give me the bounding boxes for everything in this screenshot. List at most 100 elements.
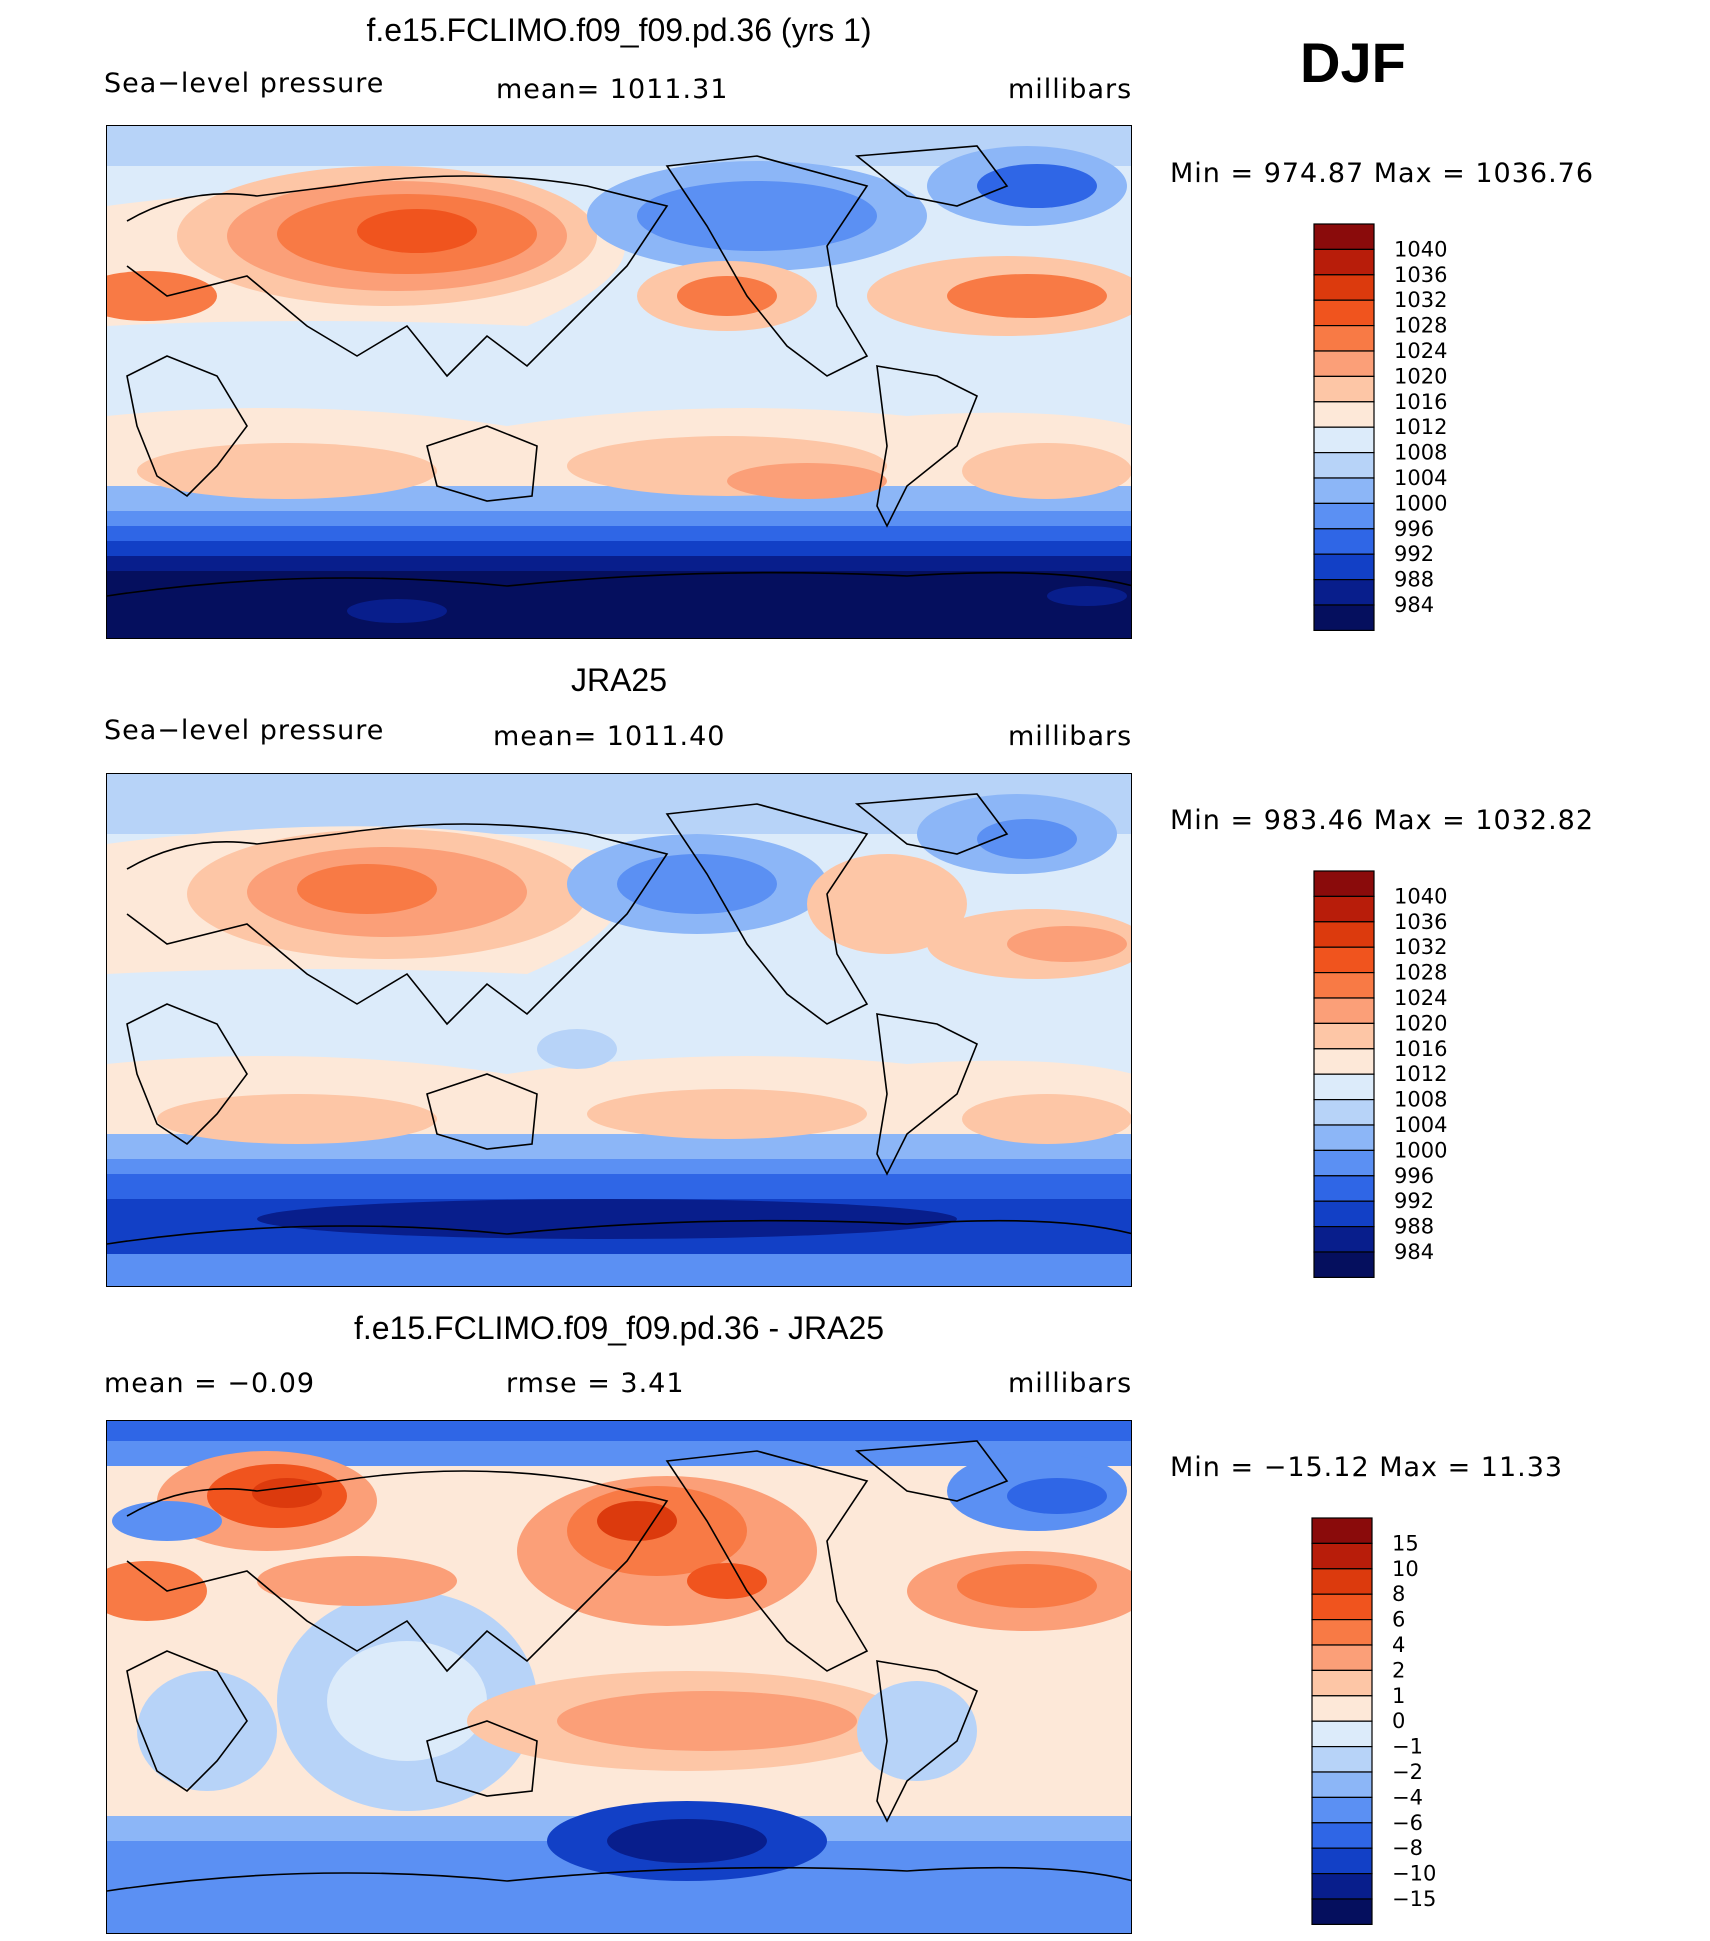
colorbar-tick-label: 992 (1394, 1189, 1434, 1213)
colorbar-tick-label: 1000 (1394, 1138, 1447, 1162)
panel-2-min-max: Min = 983.46 Max = 1032.82 (1170, 805, 1595, 836)
colorbar-swatch (1313, 604, 1375, 631)
colorbar-swatch (1313, 1149, 1375, 1177)
colorbar-swatch (1313, 528, 1375, 555)
colorbar-swatch (1313, 502, 1375, 530)
colorbar-swatch (1311, 1517, 1373, 1544)
colorbar-tick-label: 1000 (1394, 491, 1447, 515)
colorbar-swatch (1311, 1644, 1373, 1671)
panel-2-mean-label: mean= 1011.40 (493, 721, 726, 752)
panel-1-mean-label: mean= 1011.31 (496, 74, 729, 105)
colorbar-tick-label: 1036 (1394, 263, 1447, 287)
colorbar-swatch (1313, 223, 1375, 250)
colorbar-tick-label: 8 (1392, 1582, 1405, 1606)
colorbar-swatch (1311, 1593, 1373, 1621)
colorbar-swatch (1313, 553, 1375, 581)
colorbar-swatch (1311, 1695, 1373, 1722)
colorbar-swatch (1313, 579, 1375, 606)
colorbar-swatch (1313, 1073, 1375, 1101)
panel-1-min-max: Min = 974.87 Max = 1036.76 (1170, 158, 1595, 189)
colorbar-swatch (1313, 1048, 1375, 1075)
colorbar-tick-label: 984 (1394, 593, 1434, 617)
colorbar-tick-label: 1004 (1394, 1113, 1447, 1137)
colorbar-swatch (1313, 870, 1375, 897)
colorbar-tick-label: 6 (1392, 1608, 1405, 1632)
colorbar-tick-label: 1012 (1394, 1062, 1447, 1086)
colorbar-tick-label: 1008 (1394, 441, 1447, 465)
colorbar-tick-label: −8 (1392, 1836, 1423, 1860)
colorbar-tick-label: −2 (1392, 1760, 1423, 1784)
colorbar-swatch (1313, 248, 1375, 276)
panel-2-map (106, 773, 1132, 1287)
colorbar-tick-label: 1032 (1394, 288, 1447, 312)
colorbar-swatch (1311, 1542, 1373, 1570)
colorbar-tick-label: 1020 (1394, 1011, 1447, 1035)
colorbar-swatch (1311, 1669, 1373, 1697)
panel-1-title: f.e15.FCLIMO.f09_f09.pd.36 (yrs 1) (366, 12, 872, 48)
panel-1-map-svg (107, 126, 1131, 638)
colorbar-tick-label: 984 (1394, 1240, 1434, 1264)
colorbar-swatch (1313, 1251, 1375, 1278)
colorbar-swatch (1313, 1175, 1375, 1202)
panel-1-colorbar-svg: 1040103610321028102410201016101210081004… (1313, 223, 1447, 631)
colorbar-tick-label: −10 (1392, 1862, 1436, 1886)
panel-2-map-svg (107, 774, 1131, 1286)
colorbar-swatch (1313, 971, 1375, 999)
colorbar-swatch (1311, 1568, 1373, 1595)
colorbar-swatch (1313, 477, 1375, 504)
colorbar-tick-label: 1008 (1394, 1088, 1447, 1112)
panel-2-title: JRA25 (570, 662, 668, 698)
panel-2-colorbar: 1040 1036 1032 1028 1024 1020 1016 1012 1008 1004… (1313, 870, 1454, 1281)
colorbar-swatch (1313, 426, 1375, 454)
colorbar-tick-label: 1004 (1394, 466, 1447, 490)
panel-3-map-svg (107, 1421, 1131, 1933)
panel-3-title: f.e15.FCLIMO.f09_f09.pd.36 - JRA25 (353, 1310, 885, 1346)
colorbar-swatch (1311, 1720, 1373, 1748)
colorbar-tick-label: 996 (1394, 517, 1434, 541)
colorbar-swatch (1313, 274, 1375, 301)
colorbar-swatch (1313, 895, 1375, 923)
colorbar-tick-label: 996 (1394, 1164, 1434, 1188)
colorbar-swatch (1313, 401, 1375, 428)
colorbar-tick-label: 10 (1392, 1557, 1419, 1581)
panel-3-map (106, 1420, 1132, 1934)
colorbar-tick-label: 1016 (1394, 1037, 1447, 1061)
colorbar-swatch (1313, 324, 1375, 352)
colorbar-swatch (1313, 452, 1375, 479)
colorbar-tick-label: −4 (1392, 1785, 1423, 1809)
colorbar-swatch (1313, 997, 1375, 1024)
panel-3-rmse-label: rmse = 3.41 (506, 1368, 685, 1399)
colorbar-tick-label: 1024 (1394, 339, 1447, 363)
panel-3-colorbar: 15 10 8 6 4 2 1 0 −1 −2 −4 −6 −8 −10 −15 (1311, 1517, 1452, 1928)
colorbar-tick-label: 1 (1392, 1684, 1405, 1708)
colorbar-swatch (1313, 1226, 1375, 1253)
colorbar-swatch (1311, 1771, 1373, 1798)
colorbar-tick-label: 992 (1394, 542, 1434, 566)
panel-1-colorbar: 1040 1036 1032 1028 1024 1020 1016 1012 1008 1004… (1313, 223, 1454, 634)
colorbar-tick-label: 1028 (1394, 961, 1447, 985)
colorbar-swatch (1313, 1200, 1375, 1228)
colorbar-tick-label: 1040 (1394, 237, 1447, 261)
panel-1-units-label: millibars (1008, 74, 1133, 105)
colorbar-tick-label: 2 (1392, 1658, 1405, 1682)
season-label: DJF (1300, 31, 1406, 94)
colorbar-swatch (1313, 1099, 1375, 1126)
colorbar-swatch (1313, 921, 1375, 948)
panel-3-min-max: Min = −15.12 Max = 11.33 (1170, 1452, 1564, 1483)
colorbar-swatch (1311, 1618, 1373, 1646)
colorbar-tick-label: 1016 (1394, 390, 1447, 414)
colorbar-tick-label: 0 (1392, 1709, 1405, 1733)
colorbar-tick-label: 15 (1392, 1531, 1419, 1555)
colorbar-swatch (1313, 1022, 1375, 1050)
panel-3-units-label: millibars (1008, 1368, 1133, 1399)
colorbar-swatch (1311, 1796, 1373, 1824)
colorbar-tick-label: 1012 (1394, 415, 1447, 439)
colorbar-tick-label: 1040 (1394, 884, 1447, 908)
colorbar-swatch (1313, 1124, 1375, 1151)
colorbar-tick-label: 4 (1392, 1633, 1405, 1657)
colorbar-swatch (1313, 375, 1375, 403)
colorbar-swatch (1311, 1822, 1373, 1849)
colorbar-tick-label: 1020 (1394, 364, 1447, 388)
colorbar-swatch (1313, 946, 1375, 974)
